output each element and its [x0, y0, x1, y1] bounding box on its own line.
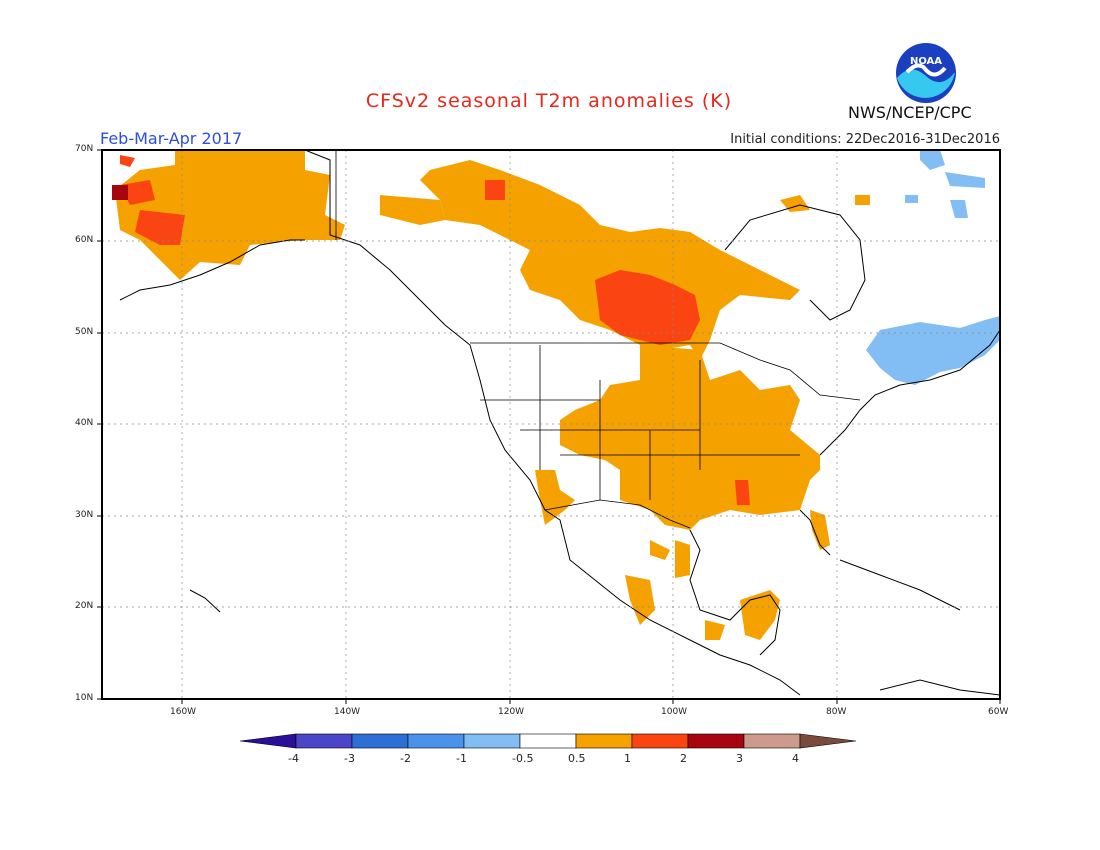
lon-label: 80W	[826, 707, 847, 717]
colorbar-label: 4	[792, 752, 799, 765]
tick-marks	[97, 149, 1001, 704]
lat-label: 50N	[75, 327, 94, 337]
lat-label: 10N	[75, 693, 94, 703]
colorbar-label: -2	[400, 752, 411, 765]
lat-label: 30N	[75, 510, 94, 520]
anomaly-warm-regions	[115, 150, 870, 640]
lon-label: 100W	[661, 707, 688, 717]
colorbar-label: 2	[680, 752, 687, 765]
forecast-period: Feb-Mar-Apr 2017	[100, 129, 243, 148]
colorbar-label: 0.5	[568, 752, 586, 765]
colorbar-segment	[519, 733, 577, 749]
colorbar-segment	[351, 733, 409, 749]
lon-label: 140W	[334, 707, 361, 717]
anomaly-hot-regions	[120, 155, 750, 505]
lat-label: 70N	[75, 144, 94, 154]
colorbar-label: 3	[736, 752, 743, 765]
colorbar-label: 1	[624, 752, 631, 765]
colorbar-label: -3	[344, 752, 355, 765]
coastlines	[119, 150, 1000, 696]
graticule	[102, 150, 1000, 699]
colorbar-segment	[799, 733, 857, 749]
colorbar-segment	[743, 733, 801, 749]
lat-label: 40N	[75, 418, 94, 428]
colorbar-segment	[687, 733, 745, 749]
political-borders	[335, 150, 861, 529]
initial-conditions: Initial conditions: 22Dec2016-31Dec2016	[730, 132, 1000, 147]
lat-label: 60N	[75, 235, 94, 245]
colorbar-segment	[575, 733, 633, 749]
colorbar-segment	[407, 733, 465, 749]
colorbar-label: -1	[456, 752, 467, 765]
lat-label: 20N	[75, 601, 94, 611]
agency-label: NWS/NCEP/CPC	[848, 103, 972, 122]
colorbar-segment	[631, 733, 689, 749]
anomaly-extreme-region	[112, 185, 128, 200]
lon-label: 60W	[988, 707, 1009, 717]
colorbar-segment	[295, 733, 353, 749]
logo-text: NOAA	[910, 56, 942, 67]
lon-label: 120W	[498, 707, 525, 717]
colorbar-segment	[463, 733, 521, 749]
colorbar-label: -0.5	[512, 752, 534, 765]
lon-label: 160W	[170, 707, 197, 717]
colorbar-segment	[239, 733, 297, 749]
map-title: CFSv2 seasonal T2m anomalies (K)	[365, 90, 733, 112]
noaa-logo-icon: NOAA	[896, 43, 956, 103]
colorbar-label: -4	[288, 752, 299, 765]
